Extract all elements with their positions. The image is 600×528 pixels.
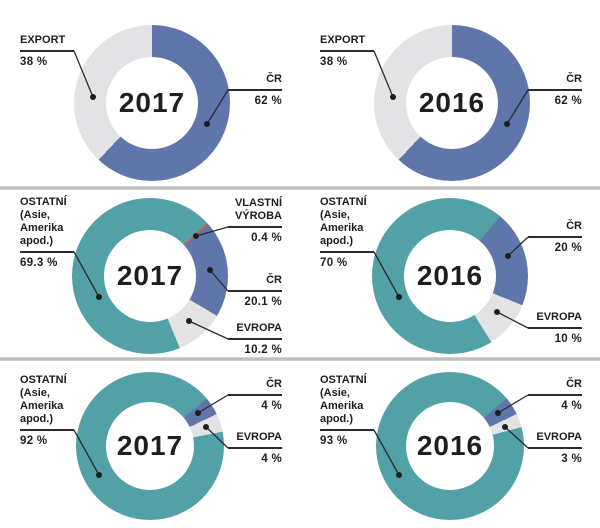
year-label: 2016	[418, 87, 486, 118]
callout-ostatni: OSTATNÍ (Asie, Amerika apod.) 93 %	[320, 374, 374, 448]
donut-center: 2016	[406, 57, 498, 149]
segment-label: EVROPA	[536, 431, 582, 443]
segment-value: 62 %	[554, 95, 582, 107]
year-label: 2017	[116, 430, 184, 461]
segment-value: 70 %	[320, 257, 348, 269]
callout-cr: ČR 4 %	[228, 378, 282, 413]
leader-rule	[528, 394, 582, 396]
segment-value: 93 %	[320, 435, 348, 447]
segment-value: 0.4 %	[251, 232, 282, 244]
leader-rule	[528, 89, 582, 91]
callout-cr: ČR 20 %	[528, 220, 582, 255]
segment-value: 4 %	[561, 400, 582, 412]
year-label: 2016	[416, 260, 484, 291]
callout-cr: ČR 62 %	[528, 73, 582, 108]
callout-evropa: EVROPA 10.2 %	[228, 322, 282, 357]
donut-center: 2017	[106, 57, 198, 149]
donut-center: 2016	[404, 230, 496, 322]
leader-rule	[228, 338, 282, 340]
callout-ostatni: OSTATNÍ (Asie, Amerika apod.) 92 %	[20, 374, 74, 448]
segment-value: 38 %	[20, 56, 48, 68]
year-label: 2017	[118, 87, 186, 118]
leader-rule	[228, 89, 282, 91]
segment-value: 20 %	[554, 242, 582, 254]
segment-label: ČR	[266, 378, 282, 390]
segment-label: EVROPA	[536, 311, 582, 323]
segment-label: EXPORT	[320, 34, 366, 46]
callout-ostatni: OSTATNÍ (Asie, Amerika apod.) 70 %	[320, 196, 374, 270]
segment-label: ČR	[266, 73, 282, 85]
segment-value: 3 %	[561, 453, 582, 465]
segment-value: 10.2 %	[244, 344, 282, 356]
segment-label: VLASTNÍ VÝROBA	[234, 197, 282, 222]
callout-ostatni: OSTATNÍ (Asie, Amerika apod.) 69.3 %	[20, 196, 74, 270]
donut-center: 2016	[406, 402, 494, 490]
callout-evropa: EVROPA 4 %	[228, 431, 282, 466]
leader-rule	[20, 50, 74, 52]
segment-value: 62 %	[254, 95, 282, 107]
leader-rule	[528, 447, 582, 449]
callout-evropa: EVROPA 3 %	[528, 431, 582, 466]
leader-rule	[228, 226, 282, 228]
segment-value: 92 %	[20, 435, 48, 447]
row-separator	[0, 357, 600, 361]
segment-label: ČR	[566, 220, 582, 232]
callout-cr: ČR 20.1 %	[228, 274, 282, 309]
callout-cr: ČR 4 %	[528, 378, 582, 413]
leader-rule	[20, 251, 74, 253]
leader-rule	[228, 447, 282, 449]
segment-label: EVROPA	[236, 322, 282, 334]
segment-label: ČR	[566, 73, 582, 85]
segment-value: 38 %	[320, 56, 348, 68]
segment-label: EVROPA	[236, 431, 282, 443]
segment-label: OSTATNÍ (Asie, Amerika apod.)	[20, 196, 67, 247]
callout-export: EXPORT 38 %	[320, 34, 374, 69]
callout-vlastni-vyroba: VLASTNÍ VÝROBA 0.4 %	[228, 197, 282, 245]
segment-value: 4 %	[261, 453, 282, 465]
callout-export: EXPORT 38 %	[20, 34, 74, 69]
donut-center: 2017	[106, 402, 194, 490]
leader-rule	[20, 429, 74, 431]
row-separator	[0, 186, 600, 190]
segment-label: EXPORT	[20, 34, 66, 46]
callout-evropa: EVROPA 10 %	[528, 311, 582, 346]
segment-label: OSTATNÍ (Asie, Amerika apod.)	[320, 374, 367, 425]
segment-value: 10 %	[554, 333, 582, 345]
leader-rule	[320, 251, 374, 253]
year-label: 2016	[416, 430, 484, 461]
segment-value: 69.3 %	[20, 257, 58, 269]
callout-cr: ČR 62 %	[228, 73, 282, 108]
leader-rule	[528, 236, 582, 238]
year-label: 2017	[116, 260, 184, 291]
leader-rule	[320, 429, 374, 431]
segment-label: ČR	[266, 274, 282, 286]
segment-value: 4 %	[261, 400, 282, 412]
donut-center: 2017	[104, 230, 196, 322]
leader-rule	[228, 290, 282, 292]
segment-value: 20.1 %	[244, 296, 282, 308]
segment-label: OSTATNÍ (Asie, Amerika apod.)	[20, 374, 67, 425]
segment-label: OSTATNÍ (Asie, Amerika apod.)	[320, 196, 367, 247]
leader-rule	[320, 50, 374, 52]
segment-label: ČR	[566, 378, 582, 390]
leader-rule	[528, 327, 582, 329]
leader-rule	[228, 394, 282, 396]
